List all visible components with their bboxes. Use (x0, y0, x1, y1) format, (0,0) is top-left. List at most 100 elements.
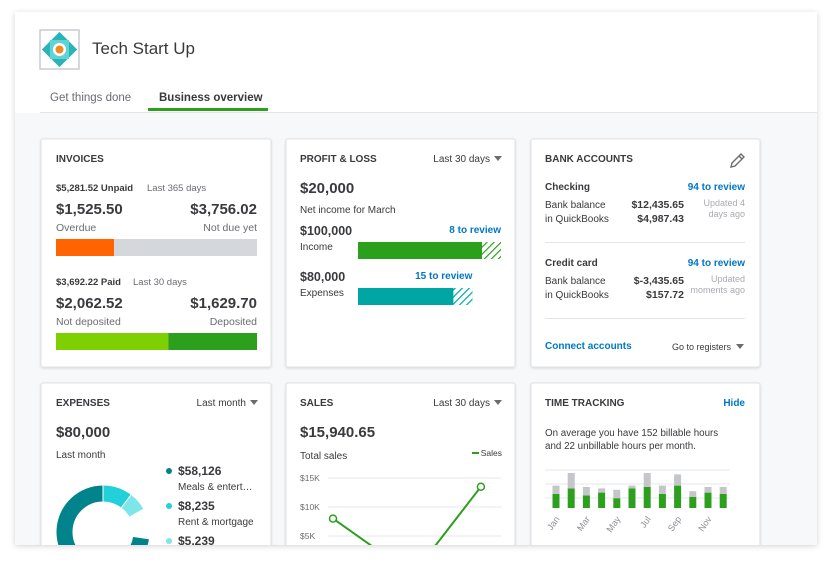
updated-note: moments ago (690, 285, 745, 295)
balance: $157.72 (646, 289, 684, 301)
review-link[interactable]: 15 to review (415, 271, 472, 282)
account-name: Checking (545, 182, 590, 193)
company-name: Tech Start Up (92, 39, 195, 58)
summary: $3,692.22 Paid (56, 277, 121, 288)
time-bar (582, 487, 590, 496)
sales-point (379, 550, 386, 557)
amount: $100,000 (300, 224, 352, 238)
summary: $5,281.52 Unpaid (56, 183, 133, 194)
legend-amount: $58,126 (178, 464, 222, 478)
time-bar (567, 473, 575, 489)
y-tick-label: $5K (300, 531, 315, 541)
sales-chart: $5K $10K $15K (300, 473, 501, 557)
legend-dot (166, 503, 172, 509)
time-bar (598, 492, 606, 508)
card-title: BANK ACCOUNTS (545, 154, 633, 165)
pl-bar (358, 288, 473, 305)
period-dropdown[interactable]: Last 30 days (433, 398, 490, 409)
invoice-bar-segment (114, 239, 257, 256)
total-label: Total sales (300, 451, 347, 462)
time-bar (552, 485, 560, 494)
amount-label: Not deposited (56, 316, 121, 328)
time-bar (674, 474, 682, 486)
time-bar (719, 487, 727, 494)
time-bar (613, 489, 621, 499)
bank-accounts-card (530, 138, 761, 368)
time-bar (704, 492, 712, 508)
time-bar (719, 494, 727, 508)
time-bar (628, 488, 636, 508)
balance-label: Bank balance (545, 200, 606, 211)
expenses-card (40, 382, 272, 545)
time-bar (613, 498, 621, 508)
review-link[interactable]: 94 to review (688, 182, 745, 193)
period: Last 30 days (133, 277, 187, 288)
review-link[interactable]: 94 to review (688, 258, 745, 269)
tab[interactable]: Business overview (159, 92, 263, 104)
invoice-bar-segment (168, 333, 257, 350)
legend-label: Sales (481, 448, 502, 458)
card-title: EXPENSES (56, 398, 110, 409)
time-bar (598, 488, 606, 493)
tab[interactable]: Get things done (50, 92, 131, 104)
balance: $12,435.65 (631, 199, 684, 211)
dropdown-caret (736, 344, 744, 349)
edit-icon[interactable] (730, 153, 745, 168)
donut-segment (55, 484, 151, 545)
legend-dot (166, 468, 172, 474)
legend-amount: $8,235 (178, 499, 215, 513)
card-title: INVOICES (56, 154, 104, 165)
time-bar (582, 495, 590, 508)
period-dropdown[interactable]: Last 30 days (433, 154, 490, 165)
amount-label: Income (300, 242, 333, 253)
legend-dot (166, 538, 172, 544)
card-title: TIME TRACKING (545, 398, 625, 409)
balance: $-3,435.65 (634, 275, 684, 287)
net-income: $20,000 (300, 180, 354, 197)
review-link[interactable]: 8 to review (449, 225, 501, 236)
amount-label: Expenses (300, 288, 344, 299)
invoice-bar-segment (56, 333, 169, 350)
time-bar (643, 487, 651, 508)
logo (39, 29, 80, 70)
time-bar (552, 494, 560, 508)
legend-amount: $5,239 (178, 534, 215, 548)
amount: $1,525.50 (56, 201, 123, 218)
updated-note: Updated 4 (703, 198, 745, 208)
amount: $3,756.02 (190, 201, 257, 218)
donut-segment (120, 493, 145, 518)
account-name: Credit card (545, 258, 598, 269)
summary-line: and 22 unbillable hours per month. (545, 441, 696, 452)
sales-card (285, 382, 516, 545)
registers-dropdown[interactable]: Go to registers (672, 342, 732, 352)
connect-link[interactable]: Connect accounts (545, 341, 632, 352)
invoice-bar-segment (56, 239, 115, 256)
balance-label: Bank balance (545, 276, 606, 287)
legend-label: Meals & entert… (178, 482, 252, 493)
amount: $80,000 (300, 270, 345, 284)
time-bar (689, 496, 697, 508)
time-bar (658, 485, 666, 494)
amount: $1,629.70 (190, 295, 257, 312)
pl-bar-hatch (453, 288, 473, 305)
time-bar (567, 488, 575, 508)
sales-point (476, 482, 486, 491)
period-dropdown[interactable]: Last month (197, 398, 246, 409)
card-title: SALES (300, 398, 334, 409)
hide-link[interactable]: Hide (723, 398, 745, 409)
time-bar (658, 494, 666, 508)
card-title: PROFIT & LOSS (300, 154, 377, 165)
updated-note: days ago (708, 209, 745, 219)
sales-point (328, 514, 338, 523)
balance-label: in QuickBooks (545, 290, 609, 301)
updated-note: Updated (711, 274, 745, 284)
y-tick-label: $10K (300, 502, 320, 512)
tab-underline (148, 108, 268, 111)
total-label: Last month (56, 450, 105, 461)
time-bar (674, 485, 682, 508)
dropdown-caret (494, 156, 502, 161)
y-tick-label: $15K (300, 473, 320, 483)
pl-bar (358, 242, 501, 259)
period: Last 365 days (147, 183, 206, 194)
